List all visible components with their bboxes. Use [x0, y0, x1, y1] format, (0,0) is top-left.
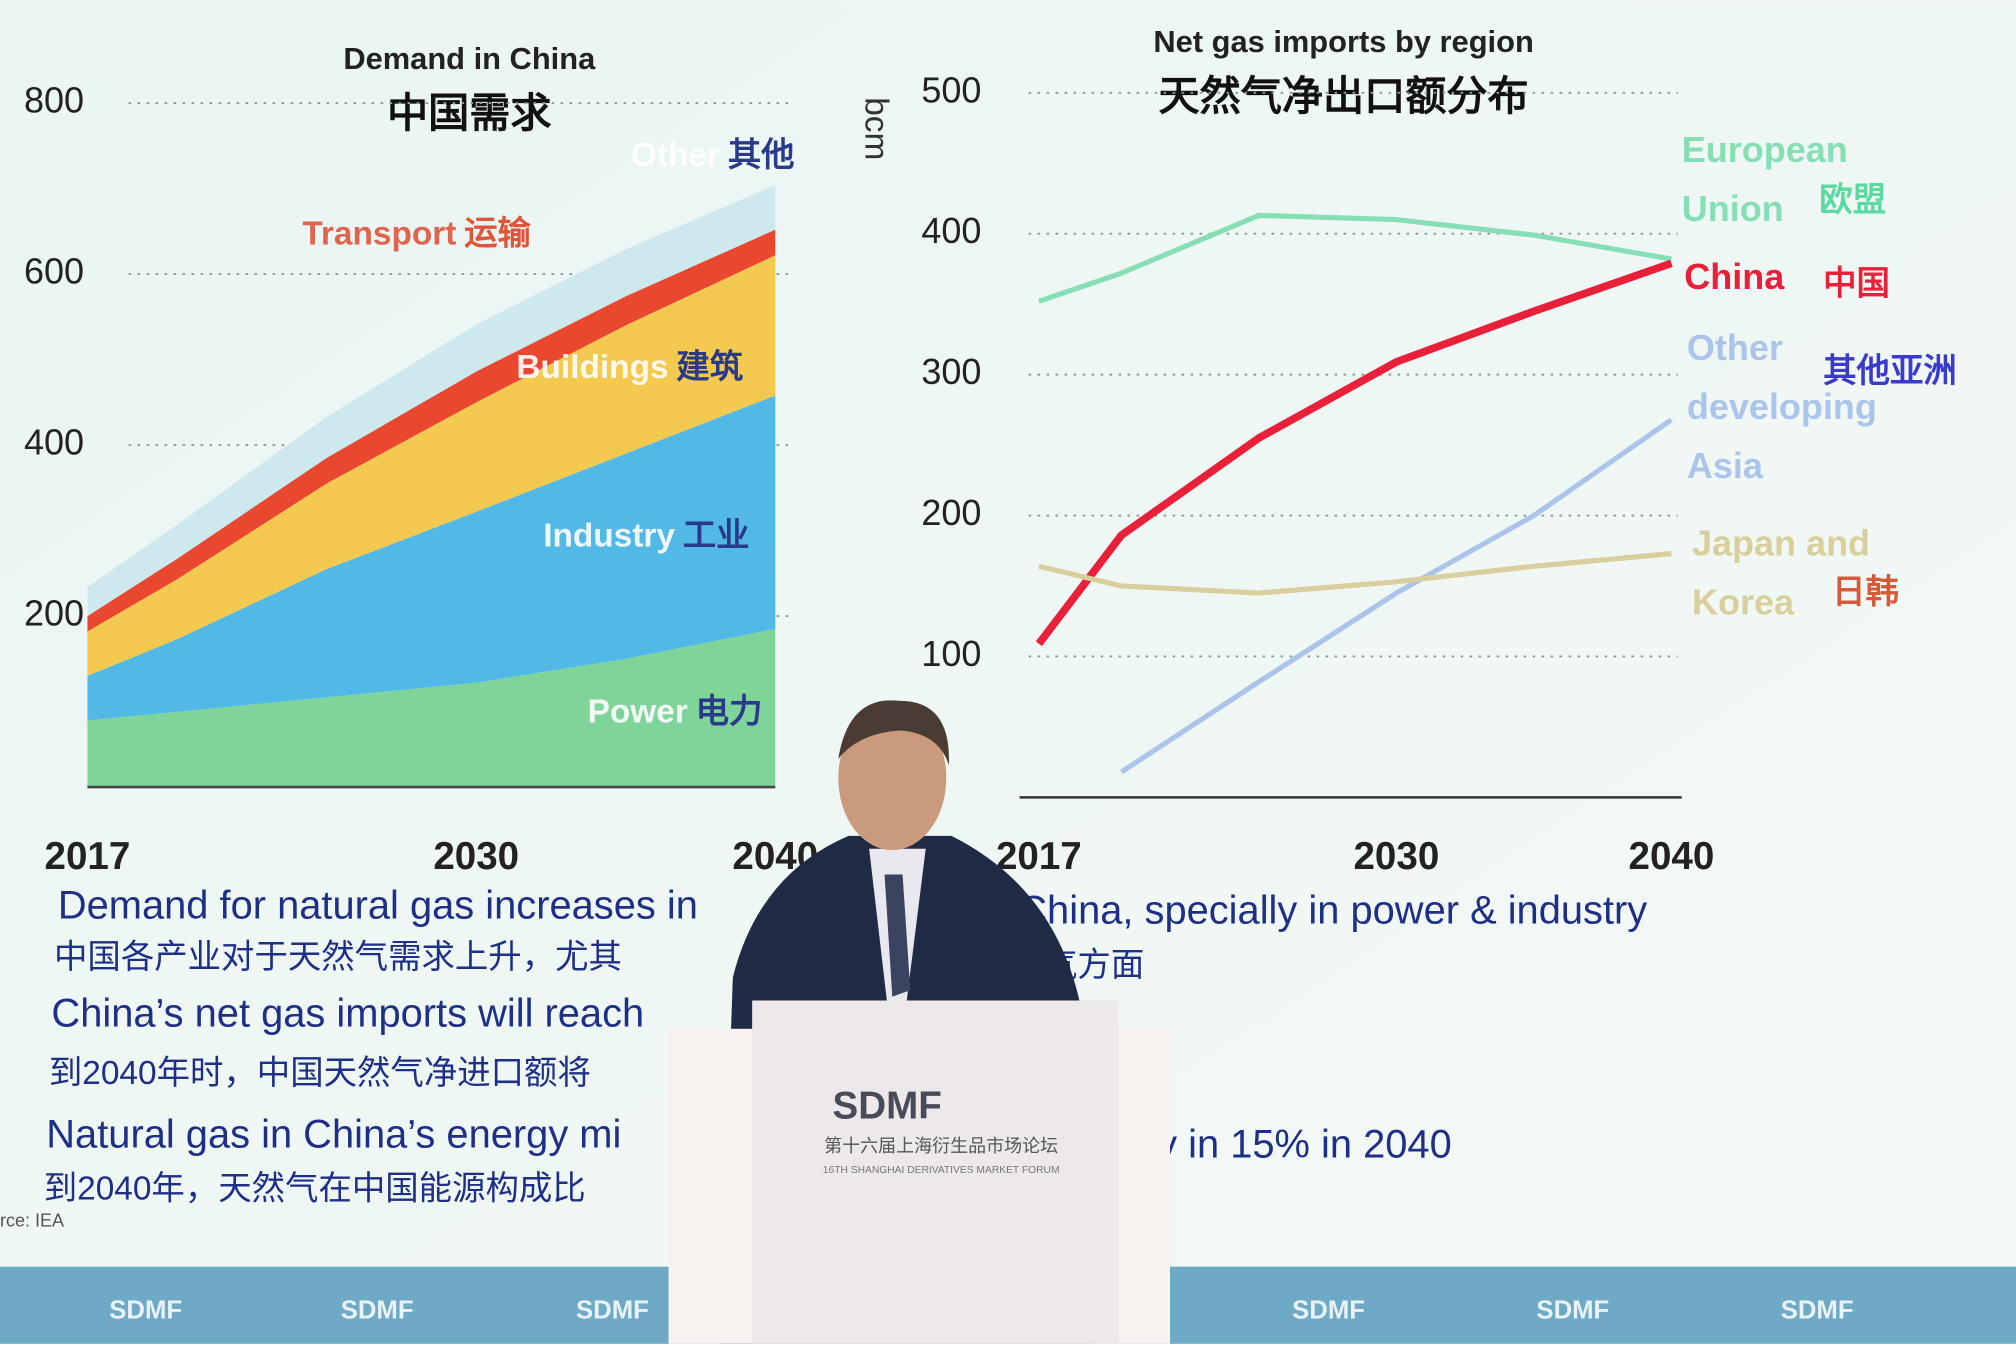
legend-label: China [1684, 256, 1785, 297]
podium-front [752, 1000, 1119, 1344]
chart-title: Net gas imports by region [1153, 24, 1533, 59]
podium: SDMF 第十六届上海衍生品市场论坛 16TH SHANGHAI DERIVAT… [668, 1000, 1170, 1344]
y-tick-label: 200 [921, 492, 981, 533]
series-label: Other [631, 137, 720, 174]
legend-label: European Union [1682, 128, 1848, 228]
y-tick-label: 100 [921, 633, 981, 674]
chart-subtitle: 天然气净出口额分布 [1159, 73, 1529, 119]
series-label: Buildings [516, 349, 668, 386]
legend-label-cn: 中国 [1823, 265, 1890, 302]
charts: Demand in China 中国需求 200 400 600 800 2017 2030 2… [24, 24, 1957, 878]
banner-logo: SDMF [1536, 1296, 1609, 1324]
y-tick-label: 300 [921, 351, 981, 392]
chart-title: Demand in China [343, 41, 596, 76]
line [1119, 417, 1673, 775]
line [1035, 259, 1673, 647]
slide-sentence: 到2040年，天然气在中国能源构成比 [44, 1171, 586, 1208]
slide-sentence: 到2040年时，中国天然气净进口额将 [49, 1055, 591, 1092]
area [87, 628, 776, 788]
series-label-cn: 建筑 [676, 349, 743, 386]
y-tick-label: 500 [921, 69, 981, 110]
chart-subtitle: 中国需求 [387, 90, 552, 136]
slide-sentence: Natural gas in China’s energy mi [46, 1112, 621, 1156]
line [1038, 551, 1672, 596]
x-tick-label: 2017 [45, 835, 131, 878]
y-tick-label: 600 [24, 251, 84, 292]
banner-logo: SDMF [1781, 1296, 1854, 1324]
slide-text: Demand for natural gas increases in China… [0, 883, 1647, 1230]
series-label: Power [588, 694, 688, 731]
area [87, 229, 776, 632]
series-label: Transport [302, 215, 456, 252]
slide-sentence: 中国各产业对于天然气需求上升，尤其 [54, 939, 622, 976]
series-label-cn: 其他 [728, 137, 795, 174]
tie [884, 874, 911, 997]
legend-label: Japan and Korea [1692, 522, 1870, 622]
banner-logo: SDMF [1292, 1296, 1365, 1324]
y-tick-label: 800 [24, 80, 84, 121]
podium-title-en: 16TH SHANGHAI DERIVATIVES MARKET FORUM [823, 1165, 1060, 1176]
legend-label-cn: 其他亚洲 [1823, 353, 1957, 390]
banner-logo: SDMF [341, 1296, 414, 1324]
series-label-cn: 工业 [683, 517, 750, 554]
line [1038, 212, 1672, 304]
banner-logo: SDMF [576, 1296, 649, 1324]
y-tick-label: 400 [24, 422, 84, 463]
legend-label: Other developing Asia [1687, 326, 1877, 485]
legend-label-cn: 日韩 [1832, 574, 1899, 611]
slide-sentence: y in 15% in 2040 [1157, 1123, 1452, 1167]
y-tick-label: 400 [921, 210, 981, 251]
head [838, 706, 947, 851]
podium-logo: SDMF [833, 1085, 942, 1128]
area [87, 395, 776, 721]
series-label-cn: 电力 [696, 694, 763, 731]
area [87, 185, 776, 617]
series-label-cn: 运输 [464, 215, 531, 252]
banner-logos: SDMF SDMF SDMF SDMF SDMF SDMF [109, 1296, 1853, 1324]
legend-label-cn: 欧盟 [1819, 182, 1886, 219]
slide-sentence: Demand for natural gas increases in [58, 883, 698, 927]
x-tick-label: 2030 [1353, 835, 1439, 878]
slide-sentence: rce: IEA [0, 1210, 64, 1230]
banner-logo: SDMF [109, 1296, 182, 1324]
y-axis-label: bcm [857, 97, 894, 160]
slide-sentence: China, specially in power & industry [1018, 889, 1647, 933]
x-tick-label: 2017 [996, 835, 1082, 878]
series-label: Industry [543, 517, 675, 554]
podium-title-cn: 第十六届上海衍生品市场论坛 [824, 1136, 1058, 1156]
x-tick-label: 2030 [433, 835, 519, 878]
y-tick-label: 200 [24, 593, 84, 634]
x-tick-label: 2040 [1629, 835, 1715, 878]
hair [838, 700, 949, 766]
slide-sentence: China’s net gas imports will reach [51, 991, 644, 1035]
area [87, 255, 776, 676]
